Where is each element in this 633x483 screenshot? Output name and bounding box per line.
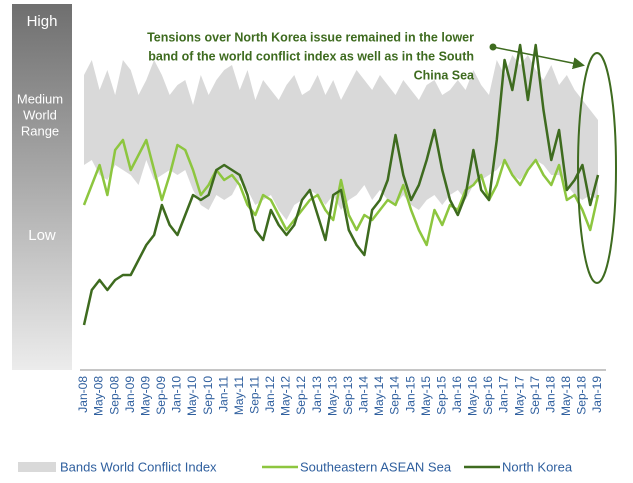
annotation-text: Tensions over North Korea issue remained… (147, 30, 474, 44)
x-tick-label: Jan-10 (170, 376, 184, 413)
highlight-ellipse (577, 52, 617, 284)
series-line (82, 138, 600, 247)
x-tick-label: May-09 (138, 376, 152, 416)
x-tick-label: May-10 (185, 376, 199, 416)
annotation-arrow (492, 46, 585, 70)
legend-label: North Korea (502, 459, 573, 474)
range-label-medium: Medium (17, 91, 63, 106)
annotation-group (489, 43, 617, 284)
range-label-medium: Range (21, 123, 59, 138)
x-tick-label: Jan-17 (497, 376, 511, 413)
x-tick-label: May-13 (325, 376, 339, 416)
range-label-medium: World (23, 107, 57, 122)
legend-label: Bands World Conflict Index (60, 459, 217, 474)
range-label-low: Low (28, 227, 56, 244)
x-tick-label: Jan-12 (263, 376, 277, 413)
x-tick-label: May-18 (559, 376, 573, 416)
plot-area (82, 43, 600, 326)
series-line (82, 43, 600, 326)
x-tick-label: May-11 (232, 376, 246, 415)
x-tick-label: Sep-13 (341, 376, 355, 415)
x-tick-label: Jan-11 (216, 376, 230, 412)
x-tick-label: May-14 (372, 376, 386, 416)
x-tick-label: Sep-17 (528, 376, 542, 415)
x-tick-label: Jan-13 (310, 376, 324, 413)
x-tick-label: Sep-09 (154, 376, 168, 415)
x-tick-label: Jan-18 (543, 376, 557, 413)
x-tick-label: Sep-18 (575, 376, 589, 415)
x-tick-label: May-08 (92, 376, 106, 416)
x-tick-label: Sep-14 (388, 376, 402, 415)
x-tick-label: Jan-14 (357, 376, 371, 413)
annotation-dot (489, 43, 497, 51)
x-tick-label: May-16 (466, 376, 480, 416)
x-tick-label: Sep-10 (201, 376, 215, 415)
x-tick-label: May-17 (512, 376, 526, 416)
x-tick-label: Jan-16 (450, 376, 464, 413)
legend-swatch (18, 462, 56, 472)
x-tick-label: Sep-16 (481, 376, 495, 415)
range-label-high: High (27, 13, 58, 30)
legend-label: Southeastern ASEAN Sea (300, 459, 452, 474)
x-tick-label: Jan-15 (403, 376, 417, 413)
annotation-text: band of the world conflict index as well… (148, 49, 474, 63)
x-tick-label: Sep-12 (294, 376, 308, 415)
x-tick-label: May-12 (279, 376, 293, 416)
x-tick-label: Sep-15 (434, 376, 448, 415)
annotation-text: China Sea (414, 68, 475, 82)
x-tick-label: Jan-09 (123, 376, 137, 413)
x-tick-label: Sep-11 (248, 376, 262, 414)
x-tick-label: Sep-08 (107, 376, 121, 415)
x-tick-label: Jan-08 (76, 376, 90, 413)
x-tick-label: Jan-19 (590, 376, 604, 413)
range-bar (12, 4, 72, 370)
x-tick-label: May-15 (419, 376, 433, 416)
